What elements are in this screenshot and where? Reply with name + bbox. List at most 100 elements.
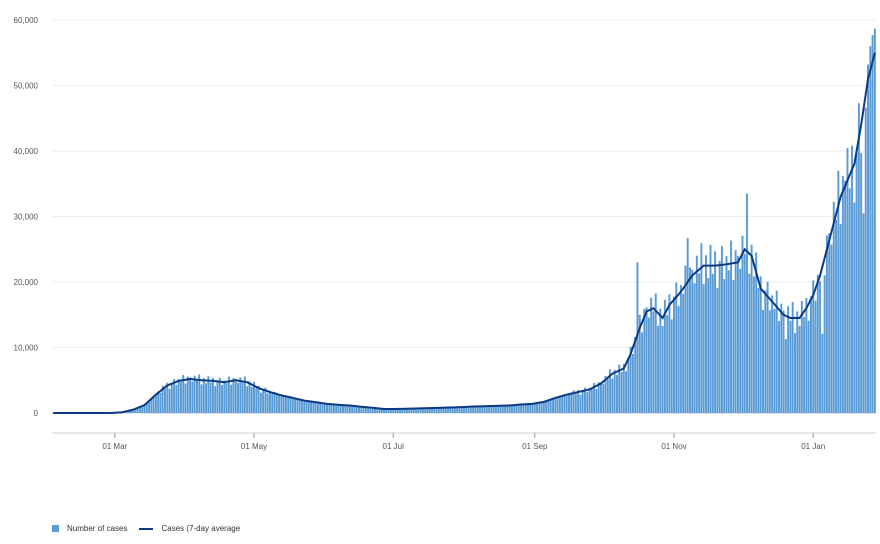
case-bar — [314, 401, 317, 413]
case-bar — [759, 276, 762, 413]
case-bar — [515, 404, 518, 413]
case-bar — [768, 310, 771, 413]
case-bar — [864, 107, 867, 414]
case-bar — [479, 406, 481, 413]
case-bar — [711, 273, 714, 413]
case-bar — [168, 388, 171, 413]
case-bar — [584, 387, 586, 413]
case-bar — [848, 188, 851, 413]
case-bar — [679, 285, 682, 413]
case-bar — [689, 267, 691, 413]
case-bar — [234, 378, 237, 413]
case-bar — [467, 406, 470, 413]
case-bar — [867, 64, 869, 413]
case-bar — [618, 364, 621, 413]
case-bar — [611, 378, 614, 413]
case-bar — [673, 296, 675, 413]
case-bar — [510, 405, 513, 413]
case-bar — [376, 408, 379, 413]
case-bar — [816, 274, 819, 413]
case-bar — [526, 403, 529, 413]
case-bar — [154, 395, 157, 413]
case-bar — [319, 402, 322, 413]
case-bar — [284, 395, 287, 413]
case-bar — [793, 333, 796, 413]
case-bar — [565, 395, 568, 413]
case-bar — [629, 346, 632, 413]
case-bar — [323, 403, 326, 413]
case-bar — [383, 409, 386, 413]
case-bar — [821, 333, 824, 413]
average-line-group — [53, 52, 876, 414]
case-bar — [604, 375, 607, 413]
case-bar — [175, 384, 178, 413]
case-bar — [157, 391, 160, 413]
case-bar — [239, 377, 242, 413]
case-bar — [179, 381, 182, 413]
case-bar — [552, 398, 554, 413]
case-bar — [250, 386, 253, 413]
case-bar — [538, 402, 541, 413]
case-bar — [873, 28, 876, 413]
case-bar — [469, 406, 472, 413]
case-bar — [241, 382, 244, 413]
case-bar — [784, 338, 787, 413]
case-bar — [597, 382, 600, 413]
case-bar — [463, 406, 465, 413]
case-bar — [237, 382, 239, 413]
case-bar — [709, 244, 712, 413]
case-bar — [718, 260, 721, 413]
case-bar — [590, 389, 593, 413]
legend: Number of cases Cases (7-day average — [52, 524, 240, 533]
case-bar — [202, 378, 205, 413]
gridlines — [52, 19, 876, 414]
case-bar — [556, 397, 559, 413]
case-bar — [698, 273, 701, 413]
case-bar — [750, 244, 753, 413]
case-bar — [367, 407, 370, 413]
case-bar — [675, 282, 678, 413]
case-bar — [839, 224, 842, 413]
case-bar — [353, 405, 356, 413]
case-bar — [410, 408, 413, 413]
case-bar — [476, 406, 479, 413]
case-bar — [447, 407, 449, 413]
case-bar — [305, 401, 308, 413]
case-bar — [504, 405, 507, 413]
case-bar — [152, 395, 155, 413]
case-bar — [396, 409, 399, 413]
case-bar — [752, 276, 755, 413]
case-bar — [355, 405, 358, 413]
case-bar — [837, 170, 840, 413]
case-bar — [488, 406, 491, 413]
case-bar — [300, 400, 303, 413]
case-bar — [615, 375, 618, 413]
average-line — [53, 52, 876, 414]
case-bar — [280, 394, 283, 413]
case-bar — [483, 406, 486, 413]
case-bar — [344, 404, 347, 413]
case-bar — [369, 407, 372, 413]
case-bar — [494, 406, 497, 413]
case-bar — [150, 399, 153, 413]
case-bar — [670, 319, 673, 413]
case-bar — [860, 153, 863, 414]
case-bar — [853, 202, 856, 413]
case-bar — [335, 404, 338, 413]
case-bar — [211, 377, 214, 413]
case-bar — [346, 405, 349, 413]
case-bar — [871, 35, 874, 413]
case-bar — [647, 317, 650, 413]
case-bar — [627, 357, 630, 413]
case-bar — [232, 377, 235, 413]
case-bar — [586, 392, 589, 413]
case-bar — [419, 408, 422, 413]
case-bar — [310, 400, 313, 413]
case-bar — [221, 384, 224, 413]
case-bar — [442, 408, 445, 413]
case-bar — [609, 369, 612, 413]
case-bar — [193, 375, 196, 413]
case-bar — [332, 404, 335, 413]
case-bar — [405, 408, 408, 413]
